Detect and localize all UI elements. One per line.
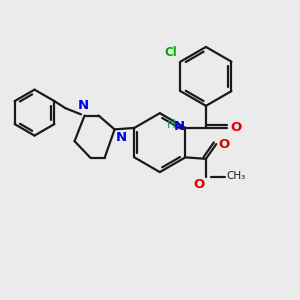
Text: N: N	[174, 120, 185, 133]
Text: N: N	[77, 99, 89, 112]
Text: O: O	[219, 138, 230, 151]
Text: O: O	[193, 178, 205, 191]
Text: CH₃: CH₃	[226, 172, 246, 182]
Text: N: N	[116, 131, 127, 144]
Text: O: O	[230, 122, 241, 134]
Text: Cl: Cl	[164, 46, 177, 59]
Text: H: H	[167, 118, 176, 131]
